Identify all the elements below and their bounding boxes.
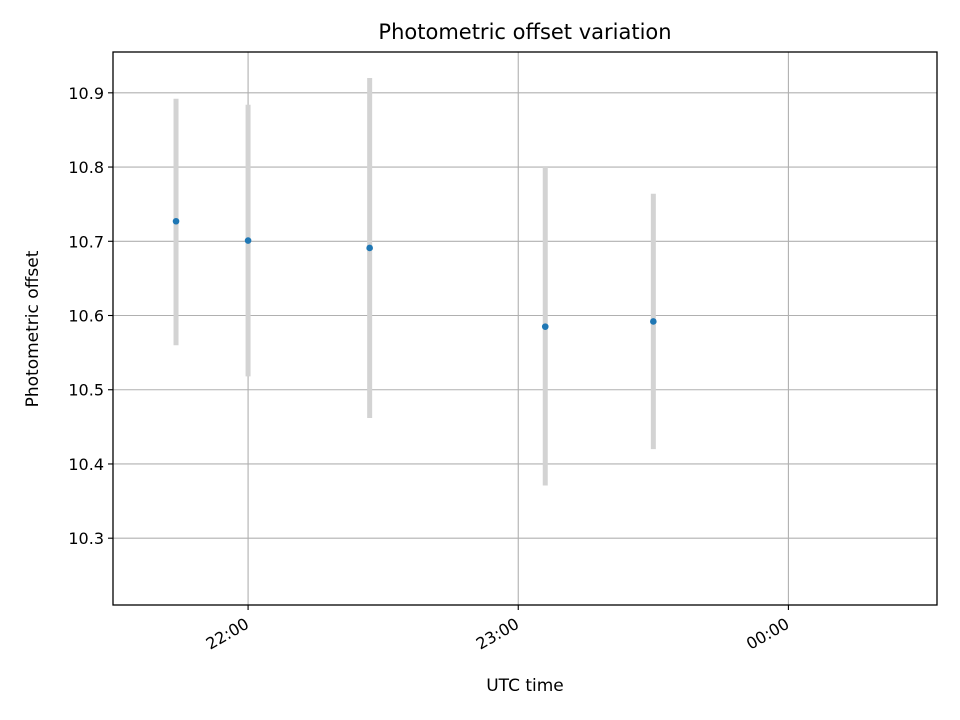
x-axis-label: UTC time: [486, 676, 564, 696]
chart-title: Photometric offset variation: [378, 20, 671, 44]
y-tick-label: 10.5: [68, 381, 104, 400]
y-tick-label: 10.4: [68, 455, 104, 474]
data-point: [541, 323, 549, 330]
y-tick-label: 10.3: [68, 529, 104, 548]
y-axis-ticks: 10.3 10.4 10.5 10.6 10.7 10.8 10.9: [68, 84, 113, 548]
data-point: [650, 318, 657, 325]
data-point: [172, 217, 180, 225]
y-axis-label: Photometric offset: [23, 250, 43, 407]
y-tick-label: 10.8: [68, 158, 104, 177]
plot-frame: [112, 51, 938, 606]
y-tick-label: 10.6: [68, 307, 104, 326]
data-point: [366, 244, 373, 252]
data-points: [172, 217, 657, 330]
y-tick-label: 10.7: [68, 232, 104, 251]
y-tick-label: 10.9: [68, 84, 104, 103]
data-point: [244, 237, 252, 244]
